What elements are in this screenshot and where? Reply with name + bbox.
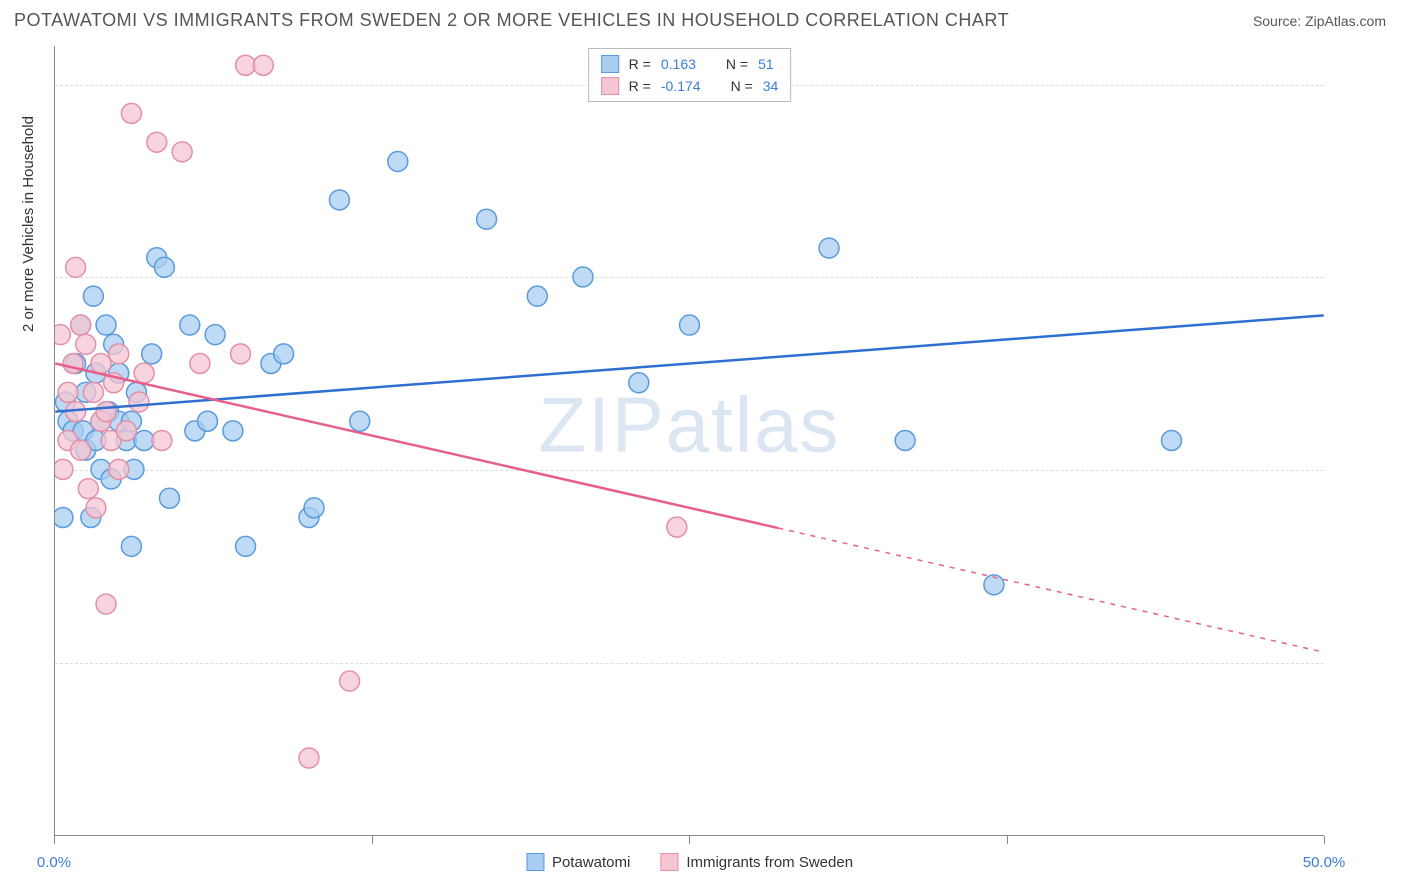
source-label: Source: ZipAtlas.com	[1253, 13, 1386, 29]
n-value-series2: 34	[763, 75, 779, 97]
data-point	[667, 517, 687, 537]
n-label: N =	[726, 53, 748, 75]
x-tick-label: 50.0%	[1303, 854, 1346, 871]
chart-title: POTAWATOMI VS IMMIGRANTS FROM SWEDEN 2 O…	[14, 10, 1009, 31]
data-point	[134, 431, 154, 451]
data-point	[172, 142, 192, 162]
legend-stats-row: R = 0.163 N = 51	[601, 53, 779, 75]
data-point	[55, 325, 70, 345]
data-point	[629, 373, 649, 393]
r-label: R =	[629, 53, 651, 75]
data-point	[527, 286, 547, 306]
data-point	[58, 382, 78, 402]
data-point	[86, 498, 106, 518]
data-point	[340, 671, 360, 691]
data-point	[76, 334, 96, 354]
data-point	[129, 392, 149, 412]
legend-stats-row: R = -0.174 N = 34	[601, 75, 779, 97]
data-point	[83, 382, 103, 402]
data-point	[55, 507, 73, 527]
data-point	[71, 315, 91, 335]
y-axis-label: 2 or more Vehicles in Household	[20, 116, 37, 332]
data-point	[573, 267, 593, 287]
data-point	[223, 421, 243, 441]
r-label: R =	[629, 75, 651, 97]
data-point	[190, 354, 210, 374]
data-point	[350, 411, 370, 431]
data-point	[134, 363, 154, 383]
x-axis: 0.0%50.0%	[54, 840, 1324, 870]
x-tick-mark	[689, 836, 690, 844]
data-point	[205, 325, 225, 345]
chart-container: 2 or more Vehicles in Household ZIPatlas…	[14, 40, 1396, 882]
data-point	[159, 488, 179, 508]
data-point	[329, 190, 349, 210]
data-point	[304, 498, 324, 518]
data-point	[66, 257, 86, 277]
data-point	[231, 344, 251, 364]
plot-area: ZIPatlas R = 0.163 N = 51 R = -0.174 N =…	[54, 46, 1324, 836]
data-point	[63, 354, 83, 374]
data-point	[154, 257, 174, 277]
n-label: N =	[731, 75, 753, 97]
data-point	[1162, 431, 1182, 451]
data-point	[109, 344, 129, 364]
data-point	[895, 431, 915, 451]
data-point	[388, 151, 408, 171]
data-point	[253, 55, 273, 75]
x-tick-mark	[1007, 836, 1008, 844]
chart-header: POTAWATOMI VS IMMIGRANTS FROM SWEDEN 2 O…	[0, 0, 1406, 37]
y-tick-label: 40.0%	[1402, 654, 1406, 671]
data-point	[78, 479, 98, 499]
data-point	[299, 748, 319, 768]
scatter-plot-svg	[55, 46, 1324, 835]
data-point	[116, 421, 136, 441]
data-point	[680, 315, 700, 335]
legend-swatch-series2	[601, 77, 619, 95]
x-tick-label: 0.0%	[37, 854, 71, 871]
data-point	[236, 536, 256, 556]
r-value-series2: -0.174	[661, 75, 701, 97]
data-point	[477, 209, 497, 229]
data-point	[96, 594, 116, 614]
n-value-series1: 51	[758, 53, 774, 75]
r-value-series1: 0.163	[661, 53, 696, 75]
y-tick-label: 80.0%	[1402, 269, 1406, 286]
data-point	[142, 344, 162, 364]
data-point	[180, 315, 200, 335]
data-point	[147, 132, 167, 152]
data-point	[109, 459, 129, 479]
data-point	[96, 315, 116, 335]
data-point	[83, 286, 103, 306]
legend-stats: R = 0.163 N = 51 R = -0.174 N = 34	[588, 48, 792, 102]
legend-swatch-series1	[601, 55, 619, 73]
data-point	[71, 440, 91, 460]
x-tick-mark	[54, 836, 55, 844]
data-point	[819, 238, 839, 258]
data-point	[152, 431, 172, 451]
data-point	[55, 459, 73, 479]
data-point	[198, 411, 218, 431]
x-tick-mark	[372, 836, 373, 844]
data-point	[236, 55, 256, 75]
y-tick-label: 60.0%	[1402, 461, 1406, 478]
data-point	[121, 536, 141, 556]
data-point	[91, 354, 111, 374]
trend-line-dashed	[778, 528, 1323, 652]
data-point	[96, 402, 116, 422]
y-tick-label: 100.0%	[1402, 76, 1406, 93]
x-tick-mark	[1324, 836, 1325, 844]
data-point	[121, 103, 141, 123]
data-point	[274, 344, 294, 364]
